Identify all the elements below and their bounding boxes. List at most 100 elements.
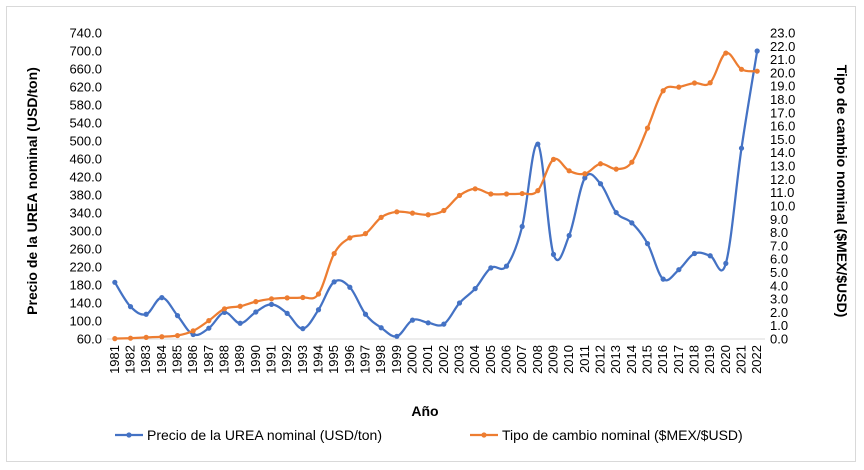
- chart-frame: 60.0 100.0 140.0 180.0 220.0 260.0 300.0 340.0 3…: [6, 6, 856, 462]
- data-point-exchange-rate: [754, 68, 760, 74]
- x-tick-label: 1987: [201, 345, 216, 374]
- y-right-tick-label: 0.0: [770, 332, 788, 347]
- y-left-tick-label: 220.0: [69, 260, 102, 275]
- x-tick-label: 1990: [248, 345, 263, 374]
- data-point-exchange-rate: [347, 235, 353, 241]
- x-tick-label: 1996: [342, 345, 357, 374]
- data-point-exchange-rate: [644, 125, 651, 131]
- y-right-tick-label: 19.0: [770, 79, 795, 94]
- x-tick-label: 2008: [530, 345, 545, 374]
- x-tick-label: 1983: [138, 345, 153, 374]
- data-point-exchange-rate: [441, 207, 447, 214]
- data-point-exchange-rate: [331, 250, 337, 257]
- data-point-urea: [190, 331, 196, 338]
- y-right-tick-label: 18.0: [770, 92, 795, 107]
- data-point-urea: [550, 251, 557, 257]
- data-point-urea: [660, 276, 666, 282]
- data-point-exchange-rate: [503, 191, 510, 197]
- y-right-tick-label: 11.0: [770, 185, 794, 200]
- y-right-tick-label: 15.0: [770, 132, 795, 147]
- data-point-urea: [378, 325, 384, 331]
- y-left-tick-label: 300.0: [69, 224, 102, 239]
- data-point-urea: [488, 265, 494, 271]
- x-tick-label: 2014: [624, 345, 639, 374]
- x-tick-label: 1993: [295, 345, 310, 374]
- legend-marker-urea: [126, 432, 132, 438]
- data-point-exchange-rate: [315, 291, 322, 297]
- y-right-tick-label: 10.0: [770, 198, 795, 213]
- data-point-exchange-rate: [362, 231, 369, 237]
- series-urea: [112, 48, 760, 339]
- data-point-urea: [535, 141, 541, 147]
- data-point-urea: [519, 223, 525, 230]
- x-tick-label: 1991: [264, 345, 279, 374]
- y-right-tick-label: 1.0: [770, 318, 788, 333]
- y-left-tick-label: 260.0: [69, 242, 102, 257]
- data-point-urea: [127, 304, 134, 310]
- x-tick-label: 2021: [734, 345, 749, 374]
- data-point-urea: [394, 333, 400, 339]
- data-point-urea: [676, 267, 682, 273]
- y-left-tick-label: 620.0: [69, 80, 102, 95]
- y-left-tick-label: 60.0: [77, 332, 102, 347]
- data-point-exchange-rate: [190, 328, 196, 334]
- x-tick-label: 1992: [279, 345, 294, 374]
- y-left-tick-label: 460.0: [69, 152, 102, 167]
- data-point-exchange-rate: [723, 50, 729, 56]
- y-left-tick-label: 340.0: [69, 206, 102, 221]
- y-right-tick-label: 22.0: [770, 39, 795, 54]
- data-point-urea: [738, 145, 745, 151]
- y-right-tick-label: 23.0: [770, 26, 795, 41]
- x-tick-label: 1982: [123, 345, 138, 374]
- x-tick-label: 2006: [499, 345, 514, 374]
- data-point-urea: [253, 309, 259, 315]
- x-tick-label: 1994: [311, 345, 326, 374]
- data-point-urea: [582, 175, 588, 181]
- data-point-exchange-rate: [519, 190, 525, 197]
- y-right-axis-title: Tipo de cambio nominal ($MEX/$USD): [834, 65, 850, 318]
- data-point-urea: [472, 286, 478, 292]
- y-left-tick-label: 420.0: [69, 170, 102, 185]
- x-axis-title: Año: [411, 403, 438, 419]
- data-point-urea: [112, 279, 118, 285]
- x-axis-ticks: 1981 1982 1983 1984 1985 1986 1987 1988 1989 1990…: [107, 345, 764, 374]
- data-point-urea: [691, 250, 698, 257]
- data-point-urea: [237, 320, 243, 326]
- data-point-urea: [425, 320, 431, 326]
- data-point-exchange-rate: [613, 166, 619, 172]
- data-point-urea: [347, 284, 353, 290]
- data-point-exchange-rate: [738, 66, 745, 72]
- x-tick-label: 2011: [577, 345, 592, 373]
- x-tick-label: 2002: [436, 345, 451, 374]
- x-tick-label: 1985: [170, 345, 185, 374]
- y-right-tick-label: 21.0: [770, 52, 795, 67]
- x-tick-label: 1999: [389, 345, 404, 374]
- x-tick-label: 2004: [467, 345, 482, 374]
- x-tick-label: 2015: [640, 345, 655, 374]
- data-point-exchange-rate: [143, 334, 149, 340]
- data-point-exchange-rate: [629, 159, 635, 165]
- legend-label-urea: Precio de la UREA nominal (USD/ton): [147, 427, 382, 443]
- x-tick-label: 1984: [154, 345, 169, 374]
- data-point-exchange-rate: [206, 318, 212, 324]
- right-axis-ticks: 0.01.02.03.04.05.06.07.08.09.010.011.012…: [770, 26, 795, 347]
- data-point-exchange-rate: [456, 192, 463, 199]
- data-point-exchange-rate: [691, 80, 698, 86]
- y-left-tick-label: 740.0: [69, 26, 102, 41]
- data-point-urea: [613, 209, 619, 216]
- data-point-exchange-rate: [112, 336, 118, 342]
- data-point-exchange-rate: [127, 335, 134, 341]
- data-point-exchange-rate: [394, 209, 400, 215]
- data-point-urea: [503, 263, 510, 269]
- x-tick-label: 2016: [655, 345, 670, 374]
- y-right-tick-label: 7.0: [770, 238, 788, 253]
- data-point-urea: [456, 300, 463, 306]
- y-left-tick-label: 580.0: [69, 98, 102, 113]
- y-right-tick-label: 4.0: [770, 278, 788, 293]
- data-point-urea: [221, 309, 228, 316]
- x-tick-label: 2000: [405, 345, 420, 374]
- data-point-exchange-rate: [253, 299, 259, 305]
- y-left-tick-label: 100.0: [69, 314, 102, 329]
- data-point-exchange-rate: [550, 156, 557, 162]
- y-right-tick-label: 9.0: [770, 212, 788, 227]
